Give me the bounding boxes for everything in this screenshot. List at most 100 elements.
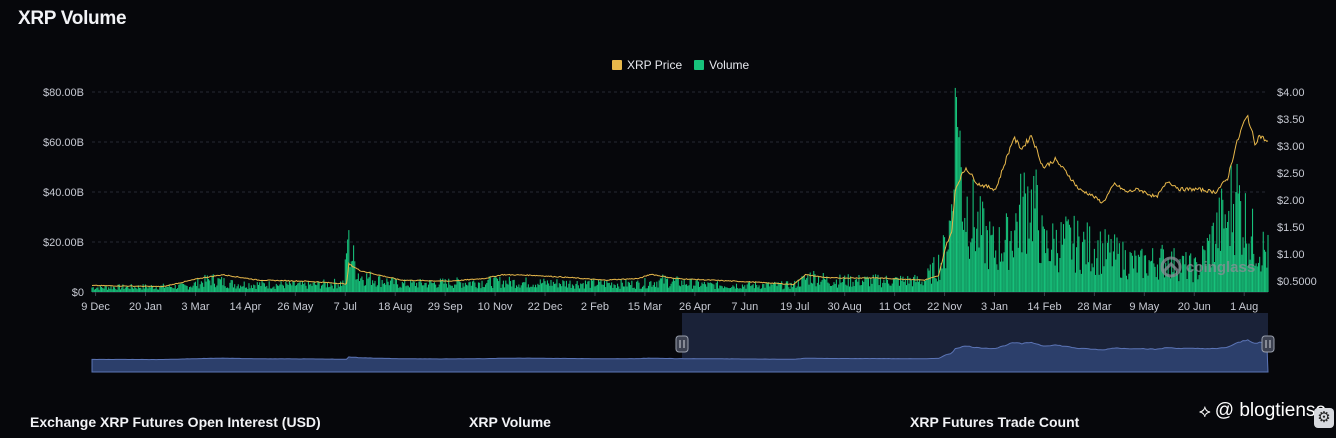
volume-bar bbox=[1116, 237, 1118, 292]
volume-bar bbox=[815, 286, 817, 292]
volume-bar bbox=[569, 280, 571, 292]
volume-bar bbox=[144, 284, 147, 292]
volume-bar bbox=[361, 276, 363, 292]
volume-bar bbox=[920, 284, 922, 292]
volume-bar bbox=[871, 283, 873, 292]
volume-bar bbox=[156, 289, 158, 292]
volume-bar bbox=[570, 287, 572, 292]
volume-bar bbox=[1106, 242, 1109, 292]
volume-bar bbox=[1026, 253, 1028, 292]
volume-bar bbox=[363, 285, 365, 292]
volume-bar bbox=[1149, 261, 1151, 292]
volume-bar bbox=[625, 279, 627, 292]
legend-item-price[interactable]: XRP Price bbox=[612, 58, 682, 72]
volume-bar bbox=[175, 288, 177, 292]
volume-bar bbox=[231, 280, 233, 292]
volume-bar bbox=[695, 280, 697, 292]
volume-bar bbox=[551, 285, 553, 292]
volume-bar bbox=[1062, 224, 1065, 292]
volume-bar bbox=[1001, 253, 1003, 292]
volume-bar bbox=[400, 287, 402, 292]
navigator-handle-right[interactable] bbox=[1261, 335, 1275, 353]
volume-bar bbox=[205, 281, 207, 292]
volume-bar bbox=[808, 284, 810, 292]
volume-bar bbox=[1267, 234, 1269, 292]
volume-bar bbox=[229, 282, 231, 292]
volume-bar bbox=[267, 288, 269, 292]
volume-bar bbox=[180, 283, 182, 292]
volume-bar bbox=[961, 221, 963, 292]
volume-bar bbox=[1165, 262, 1167, 292]
volume-bar bbox=[1067, 219, 1069, 292]
volume-bar bbox=[1099, 231, 1101, 292]
volume-bar bbox=[163, 287, 166, 292]
volume-bar bbox=[895, 277, 897, 292]
volume-bar bbox=[1043, 228, 1045, 292]
volume-bar bbox=[166, 286, 168, 292]
volume-bar bbox=[1080, 273, 1082, 292]
volume-bar bbox=[430, 280, 432, 292]
tab-trade-count[interactable]: XRP Futures Trade Count bbox=[910, 414, 1080, 430]
volume-bar bbox=[1169, 278, 1172, 292]
range-navigator[interactable] bbox=[91, 313, 1275, 373]
volume-bar bbox=[1218, 197, 1220, 292]
volume-bar bbox=[1155, 277, 1157, 292]
volume-bar bbox=[688, 285, 690, 292]
volume-bar bbox=[448, 278, 450, 292]
volume-bar bbox=[596, 284, 598, 292]
volume-bar bbox=[969, 258, 971, 292]
volume-bar bbox=[436, 287, 438, 292]
left-tick-label: $60.00B bbox=[43, 137, 84, 149]
volume-bar bbox=[796, 286, 798, 292]
volume-bar bbox=[1098, 274, 1100, 292]
tab-open-interest[interactable]: Exchange XRP Futures Open Interest (USD) bbox=[30, 414, 321, 430]
volume-bar bbox=[1122, 241, 1124, 292]
volume-bar bbox=[568, 283, 570, 292]
volume-bar bbox=[97, 287, 99, 292]
volume-bar bbox=[580, 283, 582, 292]
volume-bar bbox=[193, 282, 195, 292]
volume-bar bbox=[246, 287, 248, 292]
volume-bar bbox=[1259, 256, 1261, 292]
volume-bar bbox=[540, 283, 543, 292]
volume-bar bbox=[479, 282, 481, 292]
volume-bar bbox=[945, 268, 947, 292]
volume-bar bbox=[894, 277, 896, 292]
volume-bar bbox=[655, 286, 657, 292]
volume-bar bbox=[1076, 247, 1078, 292]
legend-item-volume[interactable]: Volume bbox=[694, 58, 749, 72]
volume-bar bbox=[257, 284, 260, 292]
volume-bar bbox=[1179, 259, 1181, 292]
volume-bar bbox=[666, 278, 669, 292]
volume-bar bbox=[860, 285, 862, 292]
volume-bar bbox=[1203, 249, 1205, 292]
volume-bar bbox=[620, 279, 622, 292]
volume-bar bbox=[110, 286, 112, 292]
volume-bar bbox=[795, 287, 797, 292]
volume-bar bbox=[1084, 239, 1086, 292]
volume-bar bbox=[1108, 234, 1110, 292]
volume-bar bbox=[905, 285, 908, 292]
volume-bar bbox=[564, 286, 566, 292]
chart-title: XRP Volume bbox=[18, 8, 127, 29]
tab-xrp-volume[interactable]: XRP Volume bbox=[469, 414, 551, 430]
volume-bar bbox=[746, 284, 748, 292]
volume-bar bbox=[949, 220, 952, 292]
volume-bar bbox=[1072, 243, 1074, 292]
volume-bar bbox=[140, 287, 142, 292]
volume-bar bbox=[689, 278, 691, 292]
volume-bar bbox=[100, 286, 103, 292]
volume-bar bbox=[724, 286, 726, 292]
volume-bar bbox=[149, 287, 151, 292]
chart-area[interactable]: $0 $20.00B $40.00B $60.00B $80.00B $0.5000 $1… bbox=[0, 0, 1336, 380]
x-tick-label: 9 May bbox=[1129, 301, 1159, 313]
volume-bar bbox=[940, 262, 942, 292]
volume-bar bbox=[859, 285, 861, 292]
volume-bar bbox=[559, 284, 562, 292]
volume-bar bbox=[291, 285, 293, 292]
gear-icon[interactable]: ⚙ bbox=[1314, 408, 1334, 428]
navigator-handle-left[interactable] bbox=[675, 335, 689, 353]
volume-bar bbox=[1154, 266, 1156, 292]
volume-bar bbox=[646, 288, 648, 292]
volume-bar bbox=[338, 286, 340, 292]
